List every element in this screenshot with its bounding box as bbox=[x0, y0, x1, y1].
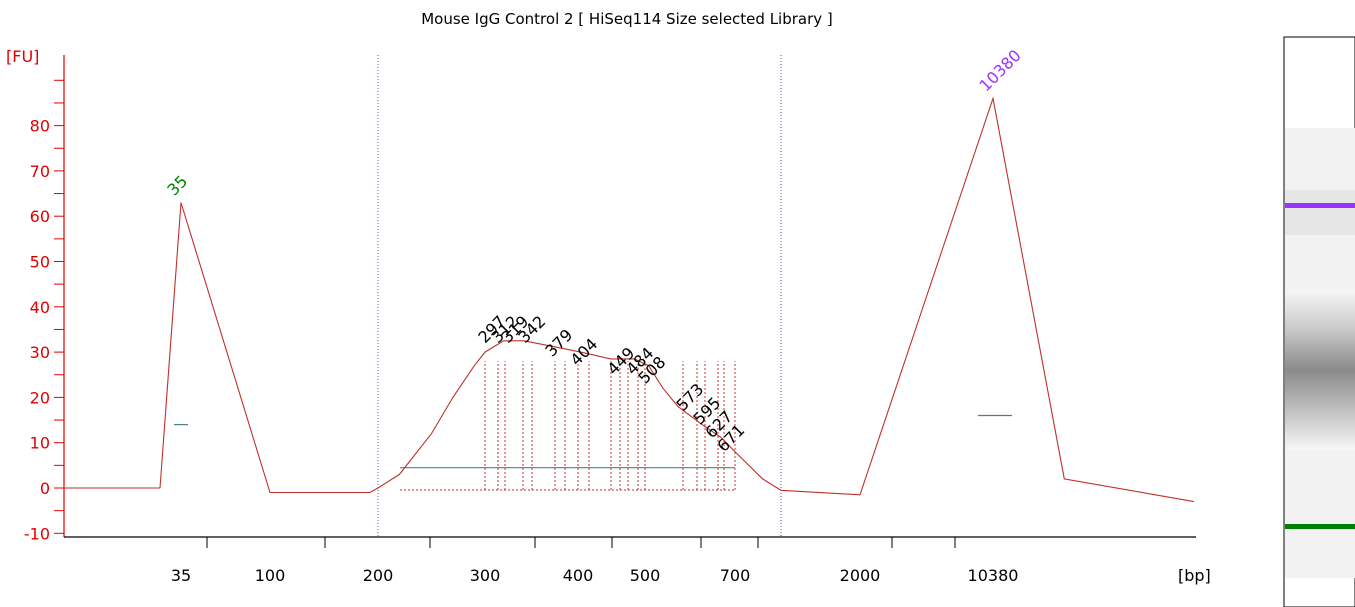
x-tick-label: 2000 bbox=[840, 566, 881, 585]
signal-line bbox=[159, 96, 1195, 503]
y-tick-label: 80 bbox=[30, 117, 50, 136]
x-tick-label: 400 bbox=[563, 566, 594, 585]
x-tick-label: 100 bbox=[255, 566, 286, 585]
y-tick-label: 10 bbox=[30, 434, 50, 453]
signal-trace bbox=[64, 96, 1195, 503]
x-tick-label: 500 bbox=[630, 566, 661, 585]
gel-band-upper-marker bbox=[1285, 203, 1355, 208]
y-tick-label: 60 bbox=[30, 207, 50, 226]
y-tick-label: 70 bbox=[30, 162, 50, 181]
x-tick-label: 700 bbox=[720, 566, 751, 585]
y-tick-label: 50 bbox=[30, 253, 50, 272]
y-tick-label: 20 bbox=[30, 388, 50, 407]
y-tick-label: -10 bbox=[24, 524, 50, 543]
y-tick-label: 40 bbox=[30, 298, 50, 317]
gel-halo bbox=[1285, 190, 1355, 235]
y-tick-label: 0 bbox=[40, 479, 50, 498]
y-tick-label: 30 bbox=[30, 343, 50, 362]
x-tick-label: 200 bbox=[363, 566, 394, 585]
x-tick-label: 10380 bbox=[968, 566, 1019, 585]
region-dividers bbox=[377, 55, 782, 537]
y-unit-label: [FU] bbox=[6, 47, 39, 66]
x-unit-label: [bp] bbox=[1178, 566, 1211, 585]
x-tick-label: 35 bbox=[171, 566, 191, 585]
gel-library-smear bbox=[1285, 290, 1355, 450]
x-tick-label: 300 bbox=[470, 566, 501, 585]
peak-region-lines bbox=[174, 361, 1012, 491]
chart-title: Mouse IgG Control 2 [ HiSeq114 Size sele… bbox=[421, 10, 833, 28]
gel-band-lower-marker bbox=[1285, 524, 1355, 529]
